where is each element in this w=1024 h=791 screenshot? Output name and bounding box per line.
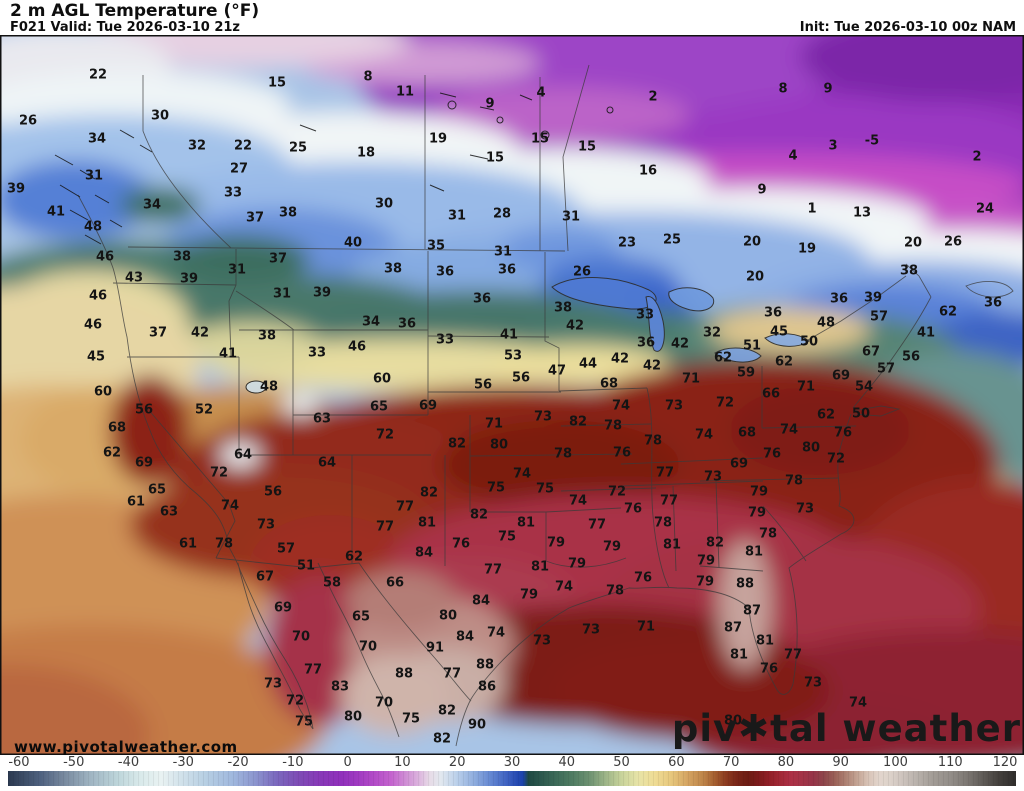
colorbar-tick-label: 60: [668, 755, 685, 770]
colorbar-ticks: -60 -50 -40 -30 -20 -10 0 10 20 30 40 50 60 70 80 90 100…: [0, 756, 1024, 771]
atlantic-coastline: [455, 296, 932, 747]
lake-michigan: [645, 295, 665, 352]
lake-ontario: [764, 333, 810, 347]
colorbar-tick-label: 70: [722, 755, 740, 770]
mexico-border: [215, 557, 472, 702]
site-url-watermark: www.pivotalweather.com: [14, 738, 238, 756]
colorbar-tick-label: 100: [883, 755, 908, 770]
colorbar-tick-label: 120: [992, 755, 1018, 770]
colorbar-tick-label: -20: [227, 755, 249, 770]
page-title: 2 m AGL Temperature (°F): [10, 1, 260, 21]
model-init-time: Init: Tue 2026-03-10 00z NAM: [799, 20, 1016, 35]
colorbar-tick-label: -10: [282, 755, 304, 770]
state-borders: [77, 64, 1014, 747]
colorbar-tick-label: 80: [777, 755, 795, 770]
lake-erie: [714, 347, 762, 363]
temperature-field: [0, 35, 1024, 755]
map-frame: [0, 35, 1024, 755]
great-lakes: [551, 277, 810, 363]
colorbar-tick-label: -30: [172, 755, 194, 770]
colorbar-tick-label: 40: [558, 755, 576, 770]
map-svg: [0, 35, 1024, 755]
colorbar-tick-label: 110: [937, 755, 963, 770]
temperature-map-canvas: [0, 35, 1024, 755]
colorbar-tick-label: 90: [832, 755, 849, 770]
lake-huron: [668, 287, 715, 312]
brand-watermark: piv✱tal weather: [671, 707, 1021, 750]
colorbar-tick-label: 50: [613, 755, 630, 770]
forecast-valid-time: F021 Valid: Tue 2026-03-10 21z: [10, 20, 240, 35]
st-lawrence: [807, 275, 907, 341]
nova-scotia: [965, 280, 1014, 298]
colorbar-tick-label: 0: [343, 755, 352, 770]
colorbar-tick-label: 10: [394, 755, 411, 770]
mississippi-river: [646, 387, 670, 589]
colorbar-tick-label: -60: [8, 755, 30, 770]
colorbar-gradient: [8, 771, 1016, 786]
colorbar-tick-label: 30: [503, 755, 521, 770]
terrain-marks: [54, 92, 614, 394]
colorbar-tick-label: -40: [117, 755, 140, 770]
colorbar-tick-label: 20: [448, 755, 466, 770]
colorbar-tick-label: -50: [63, 755, 85, 770]
canada-border: [127, 246, 566, 252]
pacific-coastline: [77, 194, 400, 738]
